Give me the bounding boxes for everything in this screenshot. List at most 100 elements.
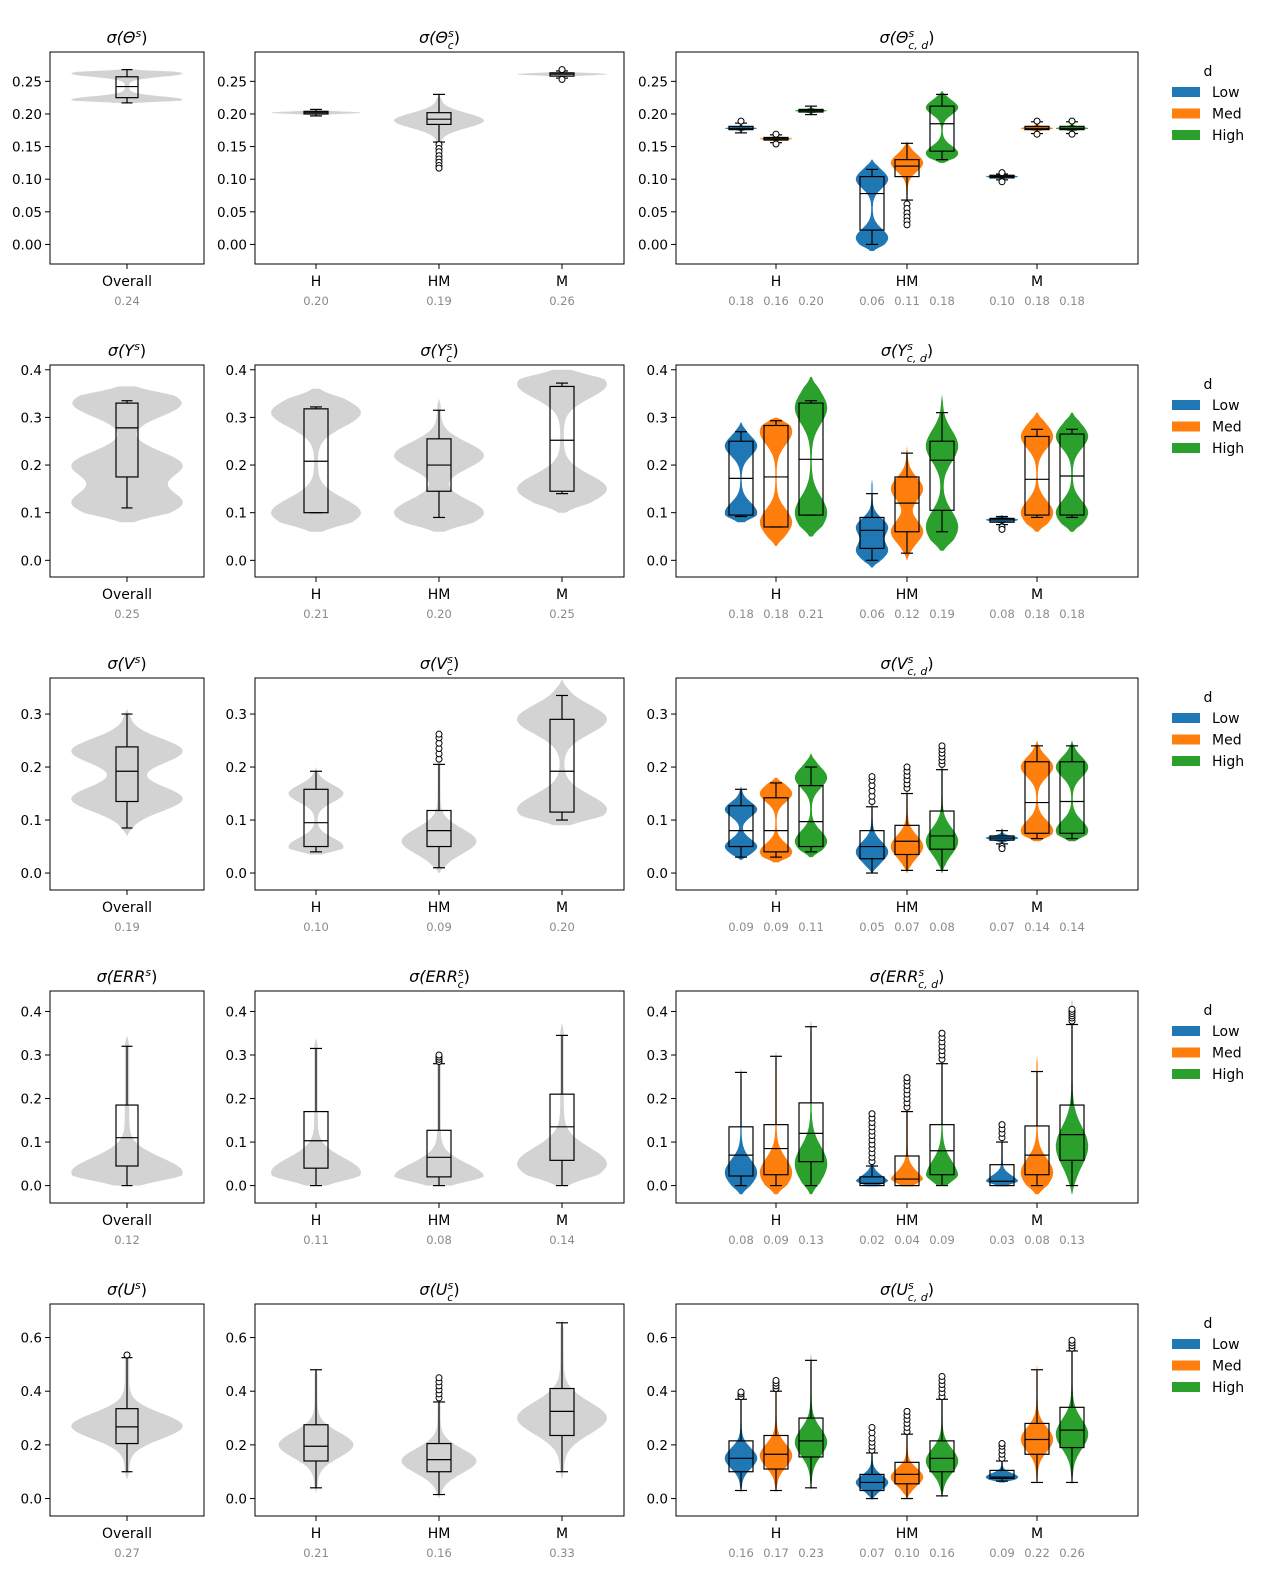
legend-swatch-High — [1172, 1069, 1200, 1079]
category-axes-ytick-label: 0.1 — [226, 506, 247, 522]
xtick-label-H: H — [311, 900, 322, 916]
category-d-axes-ytick-label: 0.05 — [638, 205, 668, 221]
mean-label-HM-Low: 0.05 — [859, 920, 885, 934]
violin-HM-Low-outlier — [868, 1110, 876, 1118]
violin-H-Med-violin — [759, 777, 793, 863]
overall-axes-ytick-label: 0.1 — [21, 813, 42, 829]
violin-H-High-violin — [794, 1353, 828, 1491]
legend-swatch-Med — [1172, 421, 1200, 432]
xtick-label-H: H — [311, 1526, 322, 1542]
xtick-label-M: M — [1031, 1526, 1043, 1542]
overall-axes-ytick-label: 0.4 — [21, 363, 42, 379]
panel-title-overall: σ(Us) — [107, 1279, 147, 1299]
violin-H-Low-box — [728, 1440, 754, 1473]
legend-title: d — [1204, 690, 1213, 706]
mean-label-H-High: 0.11 — [798, 920, 824, 934]
category-d-axes-ytick-label: 0.1 — [647, 506, 668, 522]
category-axes-ytick-label: 0.1 — [226, 813, 247, 829]
violin-H-Med-outlier — [772, 130, 780, 138]
violin-H-Low-violin — [724, 1068, 758, 1195]
mean-label-HM: 0.16 — [426, 1546, 452, 1560]
mean-label-HM: 0.09 — [426, 920, 452, 934]
xtick-label-HM: HM — [896, 587, 919, 603]
mean-label-M-Med: 0.08 — [1024, 1233, 1050, 1247]
overall-axes-ytick-label: 0.10 — [12, 172, 42, 188]
panel-category-d-3: 0.0 0.1 0.2 0.3 0.4 0.08 0.09 0.13 H 0.02 0.04 0.09… — [647, 966, 1139, 1247]
violin-H-High-violin — [794, 376, 828, 537]
xtick-label-HM: HM — [428, 1213, 451, 1229]
violin-HM-Low-outlier — [868, 1423, 876, 1431]
overall-violin — [71, 1351, 183, 1480]
violin-M-Med-box — [1024, 1422, 1050, 1455]
panel-overall-1: 0.0 0.1 0.2 0.3 0.4 σ(Ys) Overall 0.25 — [21, 340, 205, 621]
violin-H-Low-box — [728, 805, 754, 848]
legend-title: d — [1204, 1316, 1213, 1332]
category-d-axes-ytick-label: 0.20 — [638, 107, 668, 123]
violin-M-Med-box — [1024, 761, 1050, 834]
mean-label-M-High: 0.18 — [1059, 294, 1085, 308]
xtick-label-HM: HM — [428, 1526, 451, 1542]
legend-label-Low: Low — [1212, 398, 1240, 414]
mean-label-H-Low: 0.09 — [728, 920, 754, 934]
overall-axes-ytick-label: 0.2 — [21, 760, 42, 776]
xtick-label-HM: HM — [428, 587, 451, 603]
category-d-axes-ytick-label: 0.4 — [647, 1384, 668, 1400]
legend-swatch-Med — [1172, 108, 1200, 119]
violin-H-Med-box — [763, 797, 789, 853]
category-HM-outlier — [435, 1051, 443, 1059]
xtick-label-H: H — [771, 1213, 782, 1229]
category-d-axes-ytick-label: 0.2 — [647, 1092, 668, 1108]
category-HM-outlier — [435, 730, 443, 738]
mean-label-overall: 0.24 — [114, 294, 140, 308]
mean-label-HM-Low: 0.06 — [859, 607, 885, 621]
overall-axes-ytick-label: 0.05 — [12, 205, 42, 221]
category-M-violin — [517, 369, 607, 513]
violin-HM-Med-box — [894, 1461, 920, 1485]
violin-M-Med-violin — [1020, 740, 1054, 842]
violin-H-High-violin — [794, 753, 828, 858]
overall-axes-ytick-label: 0.0 — [21, 1492, 42, 1508]
violin-HM-High-outlier — [938, 1372, 946, 1380]
mean-label-HM-Med: 0.10 — [894, 1546, 920, 1560]
mean-label-HM-Med: 0.12 — [894, 607, 920, 621]
legend-swatch-High — [1172, 443, 1200, 453]
legend-label-Med: Med — [1212, 107, 1242, 123]
legend-swatch-Low — [1172, 400, 1200, 410]
violin-M-Low-box — [989, 1164, 1015, 1187]
mean-label-H-Low: 0.08 — [728, 1233, 754, 1247]
mean-label-M-Med: 0.22 — [1024, 1546, 1050, 1560]
category-M-box — [549, 718, 575, 813]
category-axes-ytick-label: 0.10 — [217, 172, 247, 188]
legend-label-High: High — [1212, 128, 1244, 144]
category-M-box — [549, 385, 575, 492]
category-d-axes-ytick-label: 0.3 — [647, 1048, 668, 1064]
xtick-label-HM: HM — [896, 274, 919, 290]
xtick-label-overall: Overall — [102, 587, 152, 603]
xtick-label-M: M — [1031, 587, 1043, 603]
legend-2: d Low Med High — [1172, 690, 1244, 770]
violin-HM-Med-outlier — [903, 221, 911, 229]
violin-HM-Low-box — [859, 1176, 885, 1187]
category-HM-box — [426, 1129, 452, 1178]
panel-overall-3: 0.0 0.1 0.2 0.3 0.4 σ(ERRs) Overall 0.12 — [21, 966, 205, 1247]
mean-label-HM-Low: 0.02 — [859, 1233, 885, 1247]
xtick-label-H: H — [771, 274, 782, 290]
violin-M-High-box — [1059, 1406, 1085, 1449]
overall-axes-ytick-label: 0.15 — [12, 140, 42, 156]
overall-axes-ytick-label: 0.6 — [21, 1331, 42, 1347]
violin-HM-High-outlier — [938, 742, 946, 750]
violin-H-Med-violin — [759, 417, 793, 546]
mean-label-H: 0.10 — [303, 920, 329, 934]
panel-title-overall: σ(Θs) — [107, 27, 148, 47]
category-HM-box — [426, 809, 452, 848]
violin-HM-High-outlier — [938, 1029, 946, 1037]
overall-axes-ytick-label: 0.4 — [21, 1384, 42, 1400]
legend-3: d Low Med High — [1172, 1003, 1244, 1083]
mean-label-overall: 0.19 — [114, 920, 140, 934]
xtick-label-M: M — [556, 274, 568, 290]
legend-label-Med: Med — [1212, 1046, 1242, 1062]
mean-label-M: 0.14 — [549, 1233, 575, 1247]
panel-category-3: 0.0 0.1 0.2 0.3 0.4 H 0.11 HM 0.08 M 0.14 σ(ERRs c) — [226, 966, 625, 1247]
violin-H-High-box — [798, 1417, 824, 1458]
category-d-axes-ytick-label: 0.4 — [647, 363, 668, 379]
